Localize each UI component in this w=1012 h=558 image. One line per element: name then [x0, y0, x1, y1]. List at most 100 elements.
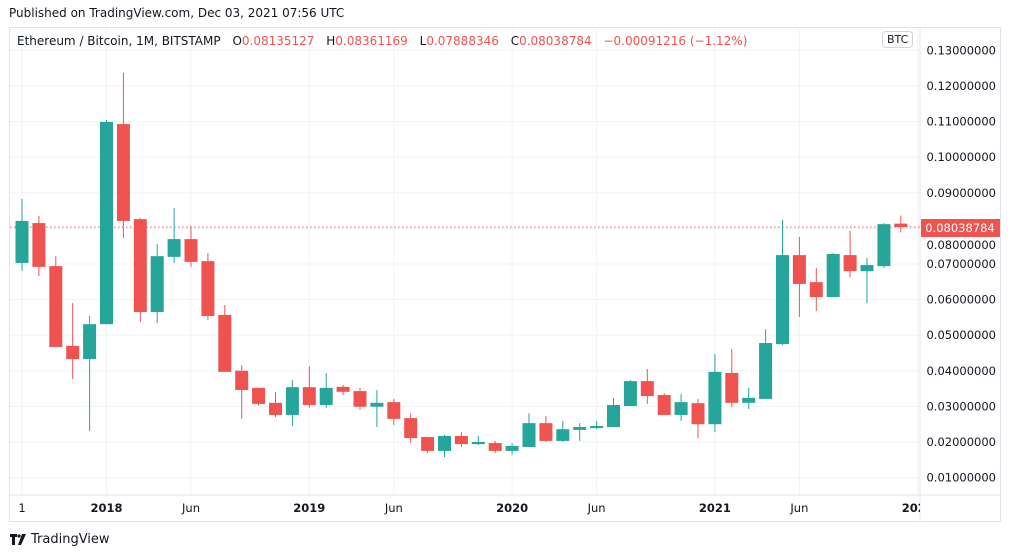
candle-body [184, 239, 198, 262]
candle-body [404, 418, 418, 439]
candle-2018-11 [269, 392, 282, 418]
candle-body [725, 372, 739, 403]
price-tick-label: 0.05000000 [926, 328, 996, 342]
candle-2019-06 [387, 398, 401, 425]
price-axis[interactable]: 0.01000000 0.02000000 0.03000000 0.04000000… [926, 43, 996, 484]
time-tick-label: Jun [587, 501, 606, 515]
candle-2021-07 [809, 267, 823, 311]
time-tick-label: 1 [18, 501, 25, 515]
price-tick-label: 0.06000000 [926, 293, 996, 307]
candle-body [640, 381, 654, 397]
candle-body [826, 254, 840, 298]
candle-body [150, 256, 164, 313]
candle-2020-04 [556, 420, 570, 442]
candle-2021-01 [708, 354, 722, 433]
candle-body [167, 239, 181, 257]
candle-2018-08 [218, 304, 232, 372]
candle-2021-05 [776, 219, 789, 346]
price-tick-label: 0.12000000 [926, 79, 996, 93]
candle-body [353, 391, 367, 407]
candle-body [674, 402, 688, 415]
candle-2021-12 [894, 215, 908, 233]
candles [15, 72, 908, 457]
candle-body [15, 220, 29, 263]
candle-body [843, 255, 857, 272]
candle-2020-11 [674, 393, 688, 421]
candle-body [285, 387, 299, 415]
candle-body [556, 429, 570, 441]
candle-2019-09 [438, 434, 451, 457]
candle-2018-01 [100, 119, 113, 325]
candle-body [235, 370, 249, 391]
candle-body [607, 404, 620, 428]
candle-body [539, 423, 553, 441]
candle-body [488, 443, 502, 451]
candle-body [573, 427, 587, 430]
price-tick-label: 0.09000000 [926, 186, 996, 200]
candle-2020-02 [522, 413, 536, 447]
tradingview-brand[interactable]: TradingView [10, 532, 110, 547]
published-caption: Published on TradingView.com, Dec 03, 20… [9, 6, 345, 20]
candle-body [894, 223, 908, 228]
candle-body [319, 387, 333, 405]
candle-2021-08 [826, 252, 840, 298]
candle-body [708, 371, 722, 425]
chart-frame [9, 27, 1001, 522]
candle-2020-08 [623, 380, 637, 407]
candle-2020-03 [539, 416, 553, 442]
candle-2018-02 [116, 72, 130, 239]
change-value: −0.00091216 (−1.12%) [603, 34, 748, 48]
high-label: H [326, 34, 336, 48]
candle-body [66, 345, 80, 360]
price-tick-label: 0.10000000 [926, 150, 996, 164]
candle-body [32, 223, 46, 267]
candle-body [302, 387, 316, 405]
time-tick-label: Jun [181, 501, 200, 515]
candle-body [49, 266, 63, 347]
close-label: C [510, 34, 520, 48]
candle-2021-06 [792, 236, 806, 318]
last-price-label-bg [921, 219, 1000, 237]
symbol-title: Ethereum / Bitcoin, 1M, BITSTAMP [17, 34, 221, 48]
candle-2021-02 [725, 349, 739, 408]
candle-2019-10 [454, 432, 468, 447]
price-tick-label: 0.03000000 [926, 399, 996, 413]
candle-body [269, 402, 282, 415]
low-value: 0.07888346 [426, 34, 499, 48]
candle-2019-08 [421, 437, 435, 454]
candle-2019-03 [336, 385, 350, 396]
candle-body [877, 224, 891, 267]
candle-2018-07 [201, 252, 215, 320]
price-tick-label: 0.01000000 [926, 471, 996, 485]
time-axis[interactable]: 1 2018 Jun 2019 Jun 2020 Jun 2021 Jun 2022 [18, 501, 933, 515]
candle-2021-09 [843, 230, 857, 278]
candle-2017-11 [66, 303, 80, 379]
candle-2019-01 [302, 366, 316, 408]
candle-2019-12 [488, 440, 502, 454]
candle-body [421, 437, 435, 451]
candle-body [691, 403, 705, 425]
price-tick-label: 0.02000000 [926, 435, 996, 449]
candle-2020-12 [691, 398, 705, 439]
time-tick-label: 2019 [293, 501, 325, 515]
candle-2017-08 [15, 198, 29, 272]
candle-2021-03 [742, 387, 756, 409]
currency-badge[interactable]: BTC [882, 31, 914, 48]
low-label: L [419, 34, 427, 48]
candle-body [776, 255, 789, 345]
candle-2018-06 [184, 225, 198, 267]
candle-body [100, 121, 113, 325]
time-tick-label: 2021 [699, 501, 731, 515]
candle-body [860, 265, 874, 272]
price-tick-label: 0.04000000 [926, 364, 996, 378]
candle-body [218, 314, 232, 372]
candle-body [742, 397, 756, 403]
candle-body [792, 255, 806, 284]
candle-body [454, 435, 468, 445]
candle-2020-05 [573, 423, 587, 441]
candle-2017-09 [32, 215, 46, 277]
candle-2020-07 [607, 397, 620, 428]
time-tick-label: Jun [789, 501, 808, 515]
candle-2019-02 [319, 372, 333, 408]
